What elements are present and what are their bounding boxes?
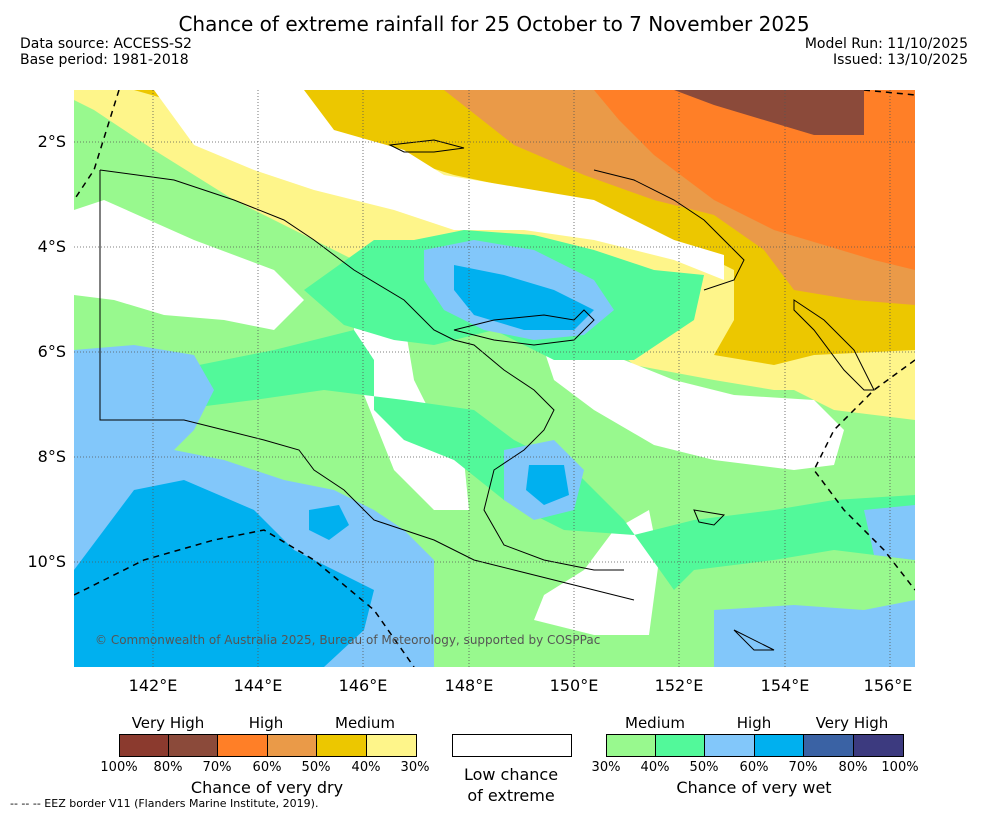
- lat-label-6s: 6°S: [37, 342, 66, 361]
- lon-label-148e: 148°E: [444, 676, 494, 695]
- wet-50-region-se: [714, 600, 915, 667]
- issued-text: Issued: 13/10/2025: [833, 52, 968, 68]
- wet-colorbar: [606, 734, 904, 757]
- dry-pct-100: 100%: [100, 760, 138, 775]
- wet-swatch-60: [755, 735, 804, 756]
- dry-caption: Chance of very dry: [190, 778, 344, 797]
- lon-label-144e: 144°E: [233, 676, 283, 695]
- dry-swatch-70: [218, 735, 268, 756]
- lon-label-150e: 150°E: [549, 676, 599, 695]
- model-run-text: Model Run: 11/10/2025: [804, 36, 968, 52]
- map-svg: [74, 90, 915, 667]
- dry-swatch-100: [120, 735, 169, 756]
- data-source-text: Data source: ACCESS-S2: [20, 36, 192, 52]
- wet-swatch-40: [656, 735, 705, 756]
- lon-label-146e: 146°E: [338, 676, 388, 695]
- wet-swatch-30: [607, 735, 656, 756]
- wet-pct-80: 80%: [838, 760, 868, 775]
- lon-label-154e: 154°E: [760, 676, 810, 695]
- dry-pct-40: 40%: [351, 760, 381, 775]
- dry-level-medium: Medium: [335, 714, 395, 732]
- wet-60-patch-center: [309, 505, 349, 540]
- lat-label-10s: 10°S: [27, 552, 66, 571]
- dry-swatch-60: [268, 735, 317, 756]
- dry-colorbar: [119, 734, 417, 757]
- wet-60-region-north: [454, 265, 594, 330]
- base-period-text: Base period: 1981-2018: [20, 52, 189, 68]
- wet-swatch-80: [854, 735, 903, 756]
- lon-label-142e: 142°E: [128, 676, 178, 695]
- wet-pct-30: 30%: [591, 760, 621, 775]
- eez-borders: [74, 90, 915, 667]
- wet-swatch-70: [804, 735, 854, 756]
- dry-pct-70: 70%: [202, 760, 232, 775]
- wet-swatch-50: [705, 735, 755, 756]
- dry-pct-80: 80%: [153, 760, 183, 775]
- lon-label-156e: 156°E: [863, 676, 913, 695]
- wet-50-region-east: [864, 505, 915, 560]
- low-chance-swatch: [452, 734, 572, 757]
- low-chance-patch-a: [154, 90, 724, 280]
- wet-level-high: High: [736, 714, 772, 732]
- meta-right: Model Run: 11/10/2025 Issued: 13/10/2025: [805, 36, 968, 68]
- dry-80-region: [674, 90, 864, 135]
- low-chance-patch-e: [534, 510, 659, 635]
- lat-label-8s: 8°S: [37, 447, 66, 466]
- wet-pct-50: 50%: [689, 760, 719, 775]
- dry-swatch-40: [367, 735, 416, 756]
- low-chance-patch-b: [74, 200, 304, 330]
- chart-title: Chance of extreme rainfall for 25 Octobe…: [178, 12, 810, 36]
- dry-level-very-high: Very High: [131, 714, 205, 732]
- wet-level-very-high: Very High: [815, 714, 889, 732]
- low-chance-caption: Low chance of extreme: [441, 764, 581, 806]
- low-chance-line1: Low chance: [463, 765, 559, 784]
- wet-60-patch-mid: [526, 465, 569, 505]
- dry-pct-60: 60%: [252, 760, 282, 775]
- dry-pct-50: 50%: [301, 760, 331, 775]
- wet-pct-60: 60%: [739, 760, 769, 775]
- wet-pct-70: 70%: [788, 760, 818, 775]
- wet-caption: Chance of very wet: [676, 778, 832, 797]
- rainfall-map: [74, 90, 915, 667]
- low-chance-patch-d: [544, 350, 844, 470]
- graticule: [74, 90, 915, 667]
- coastlines: [99, 139, 875, 651]
- wet-60-region-sw: [74, 480, 374, 667]
- low-chance-line2: of extreme: [467, 786, 555, 805]
- dry-level-high: High: [248, 714, 284, 732]
- wet-40-region-south: [74, 330, 915, 590]
- lon-label-152e: 152°E: [654, 676, 704, 695]
- lat-label-2s: 2°S: [37, 132, 66, 151]
- dry-swatch-80: [169, 735, 218, 756]
- meta-left: Data source: ACCESS-S2 Base period: 1981…: [20, 36, 192, 68]
- dry-swatch-50: [317, 735, 367, 756]
- wet-level-medium: Medium: [625, 714, 685, 732]
- copyright-text: © Commonwealth of Australia 2025, Bureau…: [95, 633, 601, 647]
- dry-pct-30: 30%: [400, 760, 430, 775]
- lat-label-4s: 4°S: [37, 237, 66, 256]
- wet-pct-100: 100%: [881, 760, 919, 775]
- wet-pct-40: 40%: [640, 760, 670, 775]
- eez-border-note: -- -- -- EEZ border V11 (Flanders Marine…: [10, 797, 319, 810]
